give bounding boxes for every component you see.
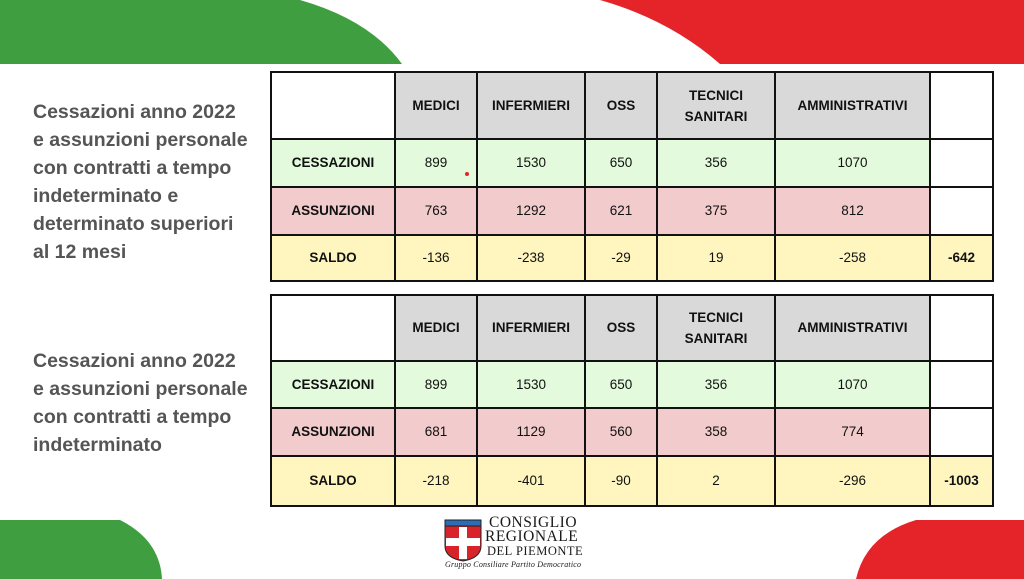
caption-line: indeterminato e <box>33 185 179 207</box>
cell-value: 356 <box>656 138 776 188</box>
total-cell <box>929 360 994 409</box>
cell-value: 358 <box>656 407 776 457</box>
row-label-assunzioni: ASSUNZIONI <box>270 186 396 236</box>
decor-red-top-right <box>600 0 1024 64</box>
total-header-cell <box>929 294 994 362</box>
cell-value: -258 <box>774 234 931 282</box>
table-row: CESSAZIONI 899 1530 650 356 1070 <box>270 360 994 409</box>
caption-section-2: Cessazioni anno 2022 e assunzioni person… <box>33 347 273 459</box>
decor-red-bottom-right <box>856 520 1024 579</box>
cell-value: 19 <box>656 234 776 282</box>
corner-cell <box>270 71 396 140</box>
header-medici: MEDICI <box>394 294 478 362</box>
cell-value: 899 <box>394 138 478 188</box>
corner-cell <box>270 294 396 362</box>
header-oss: OSS <box>584 294 658 362</box>
cell-value: 650 <box>584 360 658 409</box>
caption-line: al 12 mesi <box>33 241 127 263</box>
logo-line-2: REGIONALE <box>485 528 579 545</box>
header-tecnici-sanitari: TECNICI SANITARI <box>656 294 776 362</box>
header-row: MEDICI INFERMIERI OSS TECNICI SANITARI A… <box>270 71 994 140</box>
total-cell: -1003 <box>929 455 994 507</box>
cell-value: -238 <box>476 234 586 282</box>
cell-value: 560 <box>584 407 658 457</box>
row-label-assunzioni: ASSUNZIONI <box>270 407 396 457</box>
header-tecnici-sanitari: TECNICI SANITARI <box>656 71 776 140</box>
cell-value: 1070 <box>774 360 931 409</box>
table-row: SALDO -136 -238 -29 19 -258 -642 <box>270 234 994 282</box>
table-section-2: MEDICI INFERMIERI OSS TECNICI SANITARI A… <box>270 294 994 507</box>
logo-line-1: CONSIGLIO <box>489 514 578 531</box>
header-amministrativi: AMMINISTRATIVI <box>774 294 931 362</box>
cell-value: 1530 <box>476 360 586 409</box>
table-row: ASSUNZIONI 763 1292 621 375 812 <box>270 186 994 236</box>
cell-value: -401 <box>476 455 586 507</box>
cell-value: 356 <box>656 360 776 409</box>
cell-value: 774 <box>774 407 931 457</box>
row-label-cessazioni: CESSAZIONI <box>270 360 396 409</box>
total-cell <box>929 186 994 236</box>
logo-wordmark: CONSIGLIO REGIONALE DEL PIEMONTE Gruppo … <box>445 514 584 569</box>
cell-value: -29 <box>584 234 658 282</box>
table-row: ASSUNZIONI 681 1129 560 358 774 <box>270 407 994 457</box>
caption-line: indeterminato <box>33 434 162 456</box>
cell-value: 2 <box>656 455 776 507</box>
header-medici: MEDICI <box>394 71 478 140</box>
table-row: SALDO -218 -401 -90 2 -296 -1003 <box>270 455 994 507</box>
cell-value: -218 <box>394 455 478 507</box>
row-label-saldo: SALDO <box>270 455 396 507</box>
cell-value: -296 <box>774 455 931 507</box>
total-cell: -642 <box>929 234 994 282</box>
caption-line: e assunzioni personale <box>33 378 248 400</box>
logo-subtitle: Gruppo Consiliare Partito Democratico <box>445 560 582 569</box>
cell-value: 763 <box>394 186 478 236</box>
logo-line-3: DEL PIEMONTE <box>487 544 584 558</box>
table-row: CESSAZIONI 899 1530 650 356 1070 <box>270 138 994 188</box>
header-oss: OSS <box>584 71 658 140</box>
caption-line: Cessazioni anno 2022 <box>33 101 236 123</box>
caption-line: Cessazioni anno 2022 <box>33 350 236 372</box>
consiglio-regionale-logo: CONSIGLIO REGIONALE DEL PIEMONTE Gruppo … <box>443 514 603 574</box>
cell-value: -136 <box>394 234 478 282</box>
cell-value: 1292 <box>476 186 586 236</box>
row-label-cessazioni: CESSAZIONI <box>270 138 396 188</box>
caption-line: con contratti a tempo <box>33 157 232 179</box>
piemonte-coat-of-arms-icon <box>444 519 482 562</box>
total-header-cell <box>929 71 994 140</box>
cell-value: 681 <box>394 407 478 457</box>
total-cell <box>929 407 994 457</box>
cell-value: 1530 <box>476 138 586 188</box>
header-infermieri: INFERMIERI <box>476 294 586 362</box>
header-row: MEDICI INFERMIERI OSS TECNICI SANITARI A… <box>270 294 994 362</box>
red-dot-mark <box>465 172 469 176</box>
header-infermieri: INFERMIERI <box>476 71 586 140</box>
cell-value: -90 <box>584 455 658 507</box>
cell-value: 650 <box>584 138 658 188</box>
cell-value: 899 <box>394 360 478 409</box>
decor-green-top-left <box>0 0 402 64</box>
total-cell <box>929 138 994 188</box>
decor-green-bottom-left <box>0 520 162 579</box>
caption-section-1: Cessazioni anno 2022 e assunzioni person… <box>33 98 273 266</box>
header-amministrativi: AMMINISTRATIVI <box>774 71 931 140</box>
cell-value: 375 <box>656 186 776 236</box>
caption-line: con contratti a tempo <box>33 406 232 428</box>
cell-value: 812 <box>774 186 931 236</box>
table-section-1: MEDICI INFERMIERI OSS TECNICI SANITARI A… <box>270 71 994 282</box>
row-label-saldo: SALDO <box>270 234 396 282</box>
cell-value: 1070 <box>774 138 931 188</box>
cell-value: 621 <box>584 186 658 236</box>
caption-line: determinato superiori <box>33 213 234 235</box>
caption-line: e assunzioni personale <box>33 129 248 151</box>
cell-value: 1129 <box>476 407 586 457</box>
